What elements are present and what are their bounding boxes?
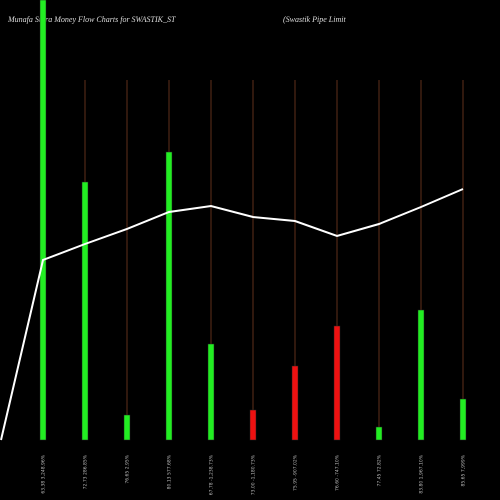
bar: [165, 151, 173, 441]
x-tick-label: 77.45 72.82%: [377, 454, 383, 486]
x-tick-label: 67.78 -1,238.73%: [209, 454, 215, 495]
chart-subtitle: (Swastik Pipe Limit: [283, 15, 346, 24]
bar: [39, 0, 47, 441]
x-tick-label: 63.38 3,248.96%: [41, 454, 47, 493]
x-tick-label: 75.95 -907.02%: [293, 454, 299, 491]
bar: [291, 365, 299, 441]
x-tick-label: 83.80 1,967.10%: [419, 454, 425, 493]
bar: [81, 181, 89, 441]
bar: [333, 325, 341, 441]
x-tick-label: 73.00 -1,180.73%: [251, 454, 257, 495]
bar: [249, 409, 257, 441]
bar: [375, 426, 383, 441]
x-tick-label: 85.65 7,999%: [461, 454, 467, 486]
bar: [459, 398, 467, 441]
x-tick-label: 72.73 286.85%: [83, 454, 89, 489]
bar: [417, 309, 425, 441]
bar: [207, 343, 215, 441]
chart-title: Munafa Sutra Money Flow Charts for SWAST…: [7, 15, 176, 24]
x-tick-label: 76.60 -747.10%: [335, 454, 341, 491]
price-line: [0, 188, 464, 441]
x-tick-label: 76.65 2.95%: [125, 454, 131, 483]
x-tick-label: 80.13 577.68%: [167, 454, 173, 489]
bar: [123, 414, 131, 441]
